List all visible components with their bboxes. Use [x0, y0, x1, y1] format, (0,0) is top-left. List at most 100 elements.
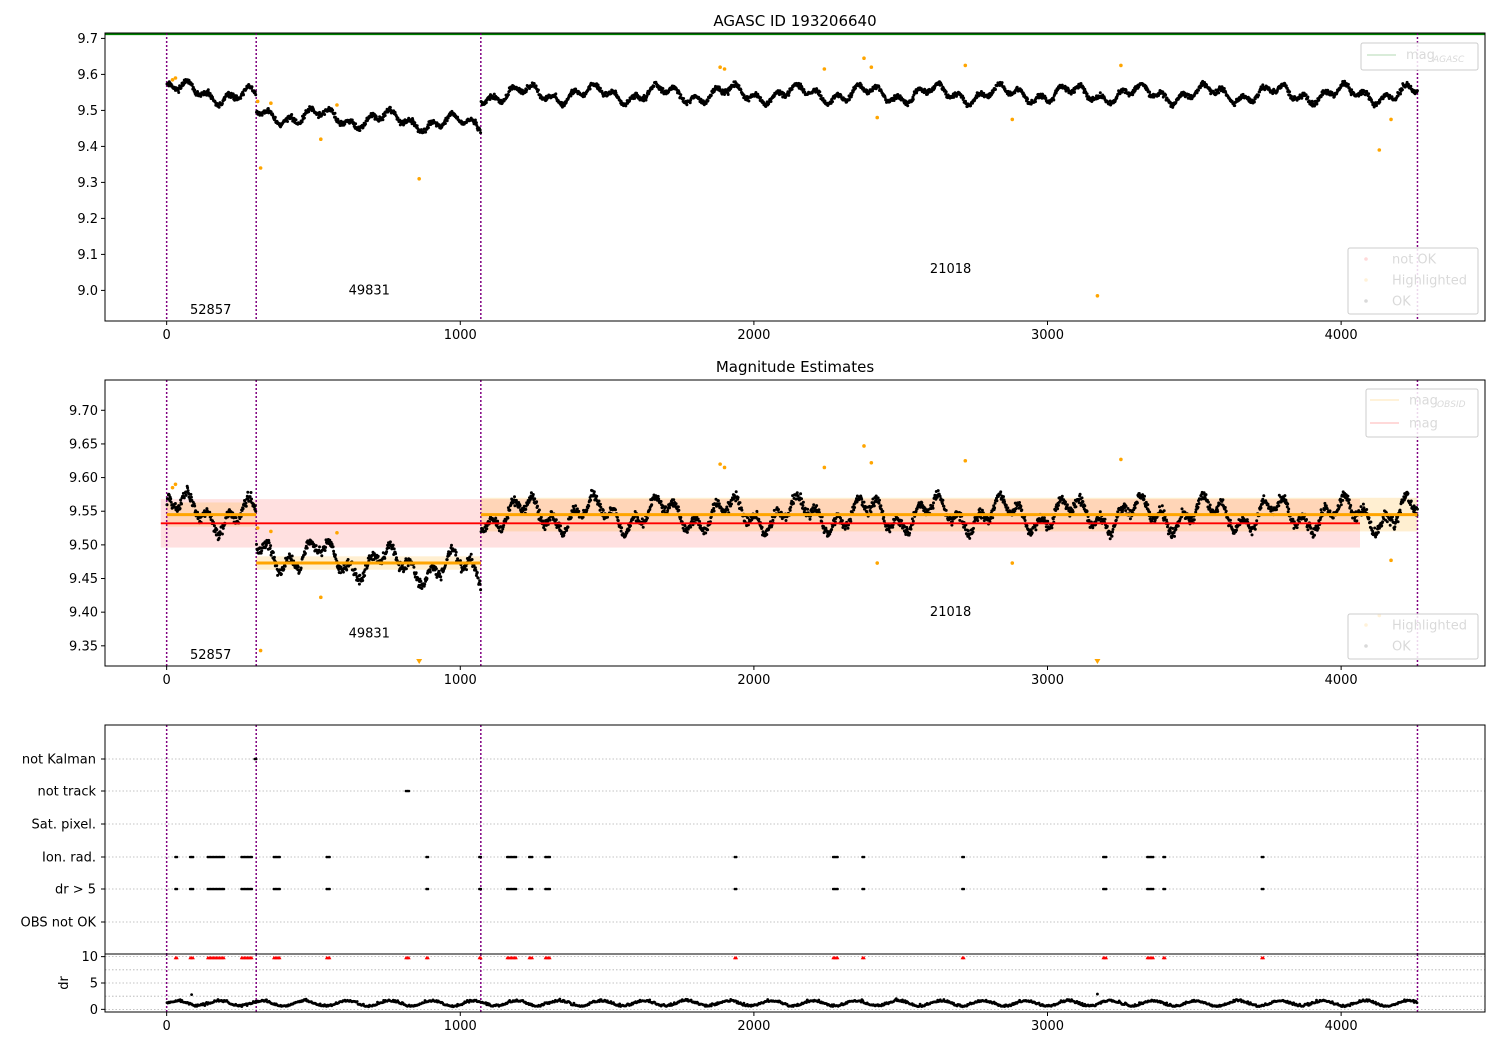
- ok-point: [757, 517, 761, 521]
- ok-point: [244, 504, 248, 508]
- ok-point: [1034, 528, 1038, 532]
- ok-point: [543, 528, 547, 532]
- ok-point: [1192, 518, 1196, 522]
- ok-point: [254, 93, 258, 97]
- ok-point: [550, 510, 554, 514]
- ok-point: [815, 504, 819, 508]
- ok-point: [588, 87, 592, 91]
- ok-point: [282, 567, 286, 571]
- ok-point: [548, 518, 552, 522]
- ok-point: [353, 567, 357, 571]
- ok-point: [497, 97, 500, 101]
- ok-point: [524, 507, 528, 511]
- x-axis: 0 1000 2000 3000 4000: [163, 321, 1358, 343]
- ok-point: [492, 92, 496, 96]
- ok-point: [1148, 90, 1152, 94]
- ok-point: [363, 574, 367, 578]
- ok-point: [676, 505, 680, 509]
- ok-point: [1196, 505, 1200, 509]
- ok-point: [253, 504, 257, 508]
- ok-point: [812, 503, 816, 507]
- ok-point: [598, 508, 602, 512]
- ok-point: [906, 104, 910, 108]
- ok-point: [993, 501, 997, 505]
- ok-point: [250, 497, 253, 501]
- ok-point: [616, 519, 620, 523]
- ok-point: [383, 114, 387, 117]
- ok-point: [531, 493, 535, 496]
- ok-point: [1197, 88, 1200, 92]
- ok-point: [830, 528, 834, 531]
- ok-point: [169, 497, 173, 501]
- y-tick-label: 9.3: [77, 176, 98, 191]
- ok-point: [679, 515, 683, 519]
- ok-point: [186, 489, 190, 493]
- ok-point: [980, 508, 984, 512]
- ok-point: [178, 507, 182, 510]
- ok-point: [286, 120, 289, 123]
- ok-point: [601, 508, 605, 512]
- highlighted-point: [417, 177, 421, 181]
- legend-upper-box: [1360, 42, 1479, 71]
- ok-point: [333, 115, 337, 119]
- ok-point: [1056, 507, 1060, 511]
- ok-point: [473, 566, 477, 570]
- x-tick-label: 2000: [737, 328, 770, 343]
- ok-point: [508, 508, 512, 512]
- ok-point: [1216, 510, 1220, 513]
- ok-point: [189, 495, 193, 499]
- ok-point: [755, 509, 759, 513]
- ok-point: [393, 110, 397, 114]
- y-tick-label: 9.5: [77, 104, 98, 119]
- legend-lower-box: [1347, 247, 1479, 315]
- ok-point: [1171, 105, 1175, 109]
- ok-point: [361, 579, 365, 582]
- ok-point: [305, 546, 309, 550]
- ok-point: [1120, 90, 1124, 94]
- ok-point: [1044, 96, 1048, 100]
- ok-point: [388, 540, 392, 544]
- ok-point: [345, 568, 349, 572]
- ok-point: [473, 118, 477, 122]
- ok-point: [1124, 88, 1128, 92]
- ok-point: [1288, 90, 1292, 94]
- ok-point: [1080, 496, 1084, 500]
- ok-point: [716, 499, 720, 503]
- ok-point: [991, 516, 995, 520]
- ok-point: [1002, 495, 1005, 499]
- ok-point: [862, 500, 866, 504]
- ok-point: [484, 101, 488, 105]
- ok-point: [196, 90, 199, 93]
- ok-point: [644, 98, 648, 102]
- ok-point: [241, 507, 245, 511]
- ok-point: [689, 525, 693, 529]
- ok-point: [595, 494, 599, 498]
- ok-point: [1206, 500, 1210, 504]
- ok-point: [303, 551, 307, 555]
- ok-point: [1315, 102, 1319, 106]
- highlighted-point: [862, 56, 866, 60]
- ok-point: [940, 83, 943, 87]
- highlighted-point: [1010, 117, 1015, 122]
- ok-point: [249, 491, 253, 494]
- highlighted-point: [722, 67, 727, 71]
- ok-point: [272, 555, 276, 559]
- ok-point: [808, 517, 812, 521]
- obsid-label: 52857: [190, 303, 231, 318]
- ok-point: [840, 519, 844, 523]
- ok-point: [332, 549, 336, 553]
- ok-point: [456, 115, 460, 119]
- highlighted-point: [319, 137, 323, 141]
- ok-point: [1052, 98, 1056, 102]
- x-tick-label: 0: [163, 328, 171, 343]
- ok-point: [931, 504, 935, 508]
- ok-point: [260, 113, 264, 117]
- ok-point: [704, 531, 708, 535]
- ok-point: [682, 97, 686, 100]
- highlighted-point: [173, 76, 178, 80]
- ok-point: [962, 96, 966, 100]
- highlighted-point: [1119, 63, 1123, 68]
- ok-point: [854, 86, 857, 90]
- ok-point: [190, 82, 194, 86]
- ok-point: [1030, 531, 1034, 535]
